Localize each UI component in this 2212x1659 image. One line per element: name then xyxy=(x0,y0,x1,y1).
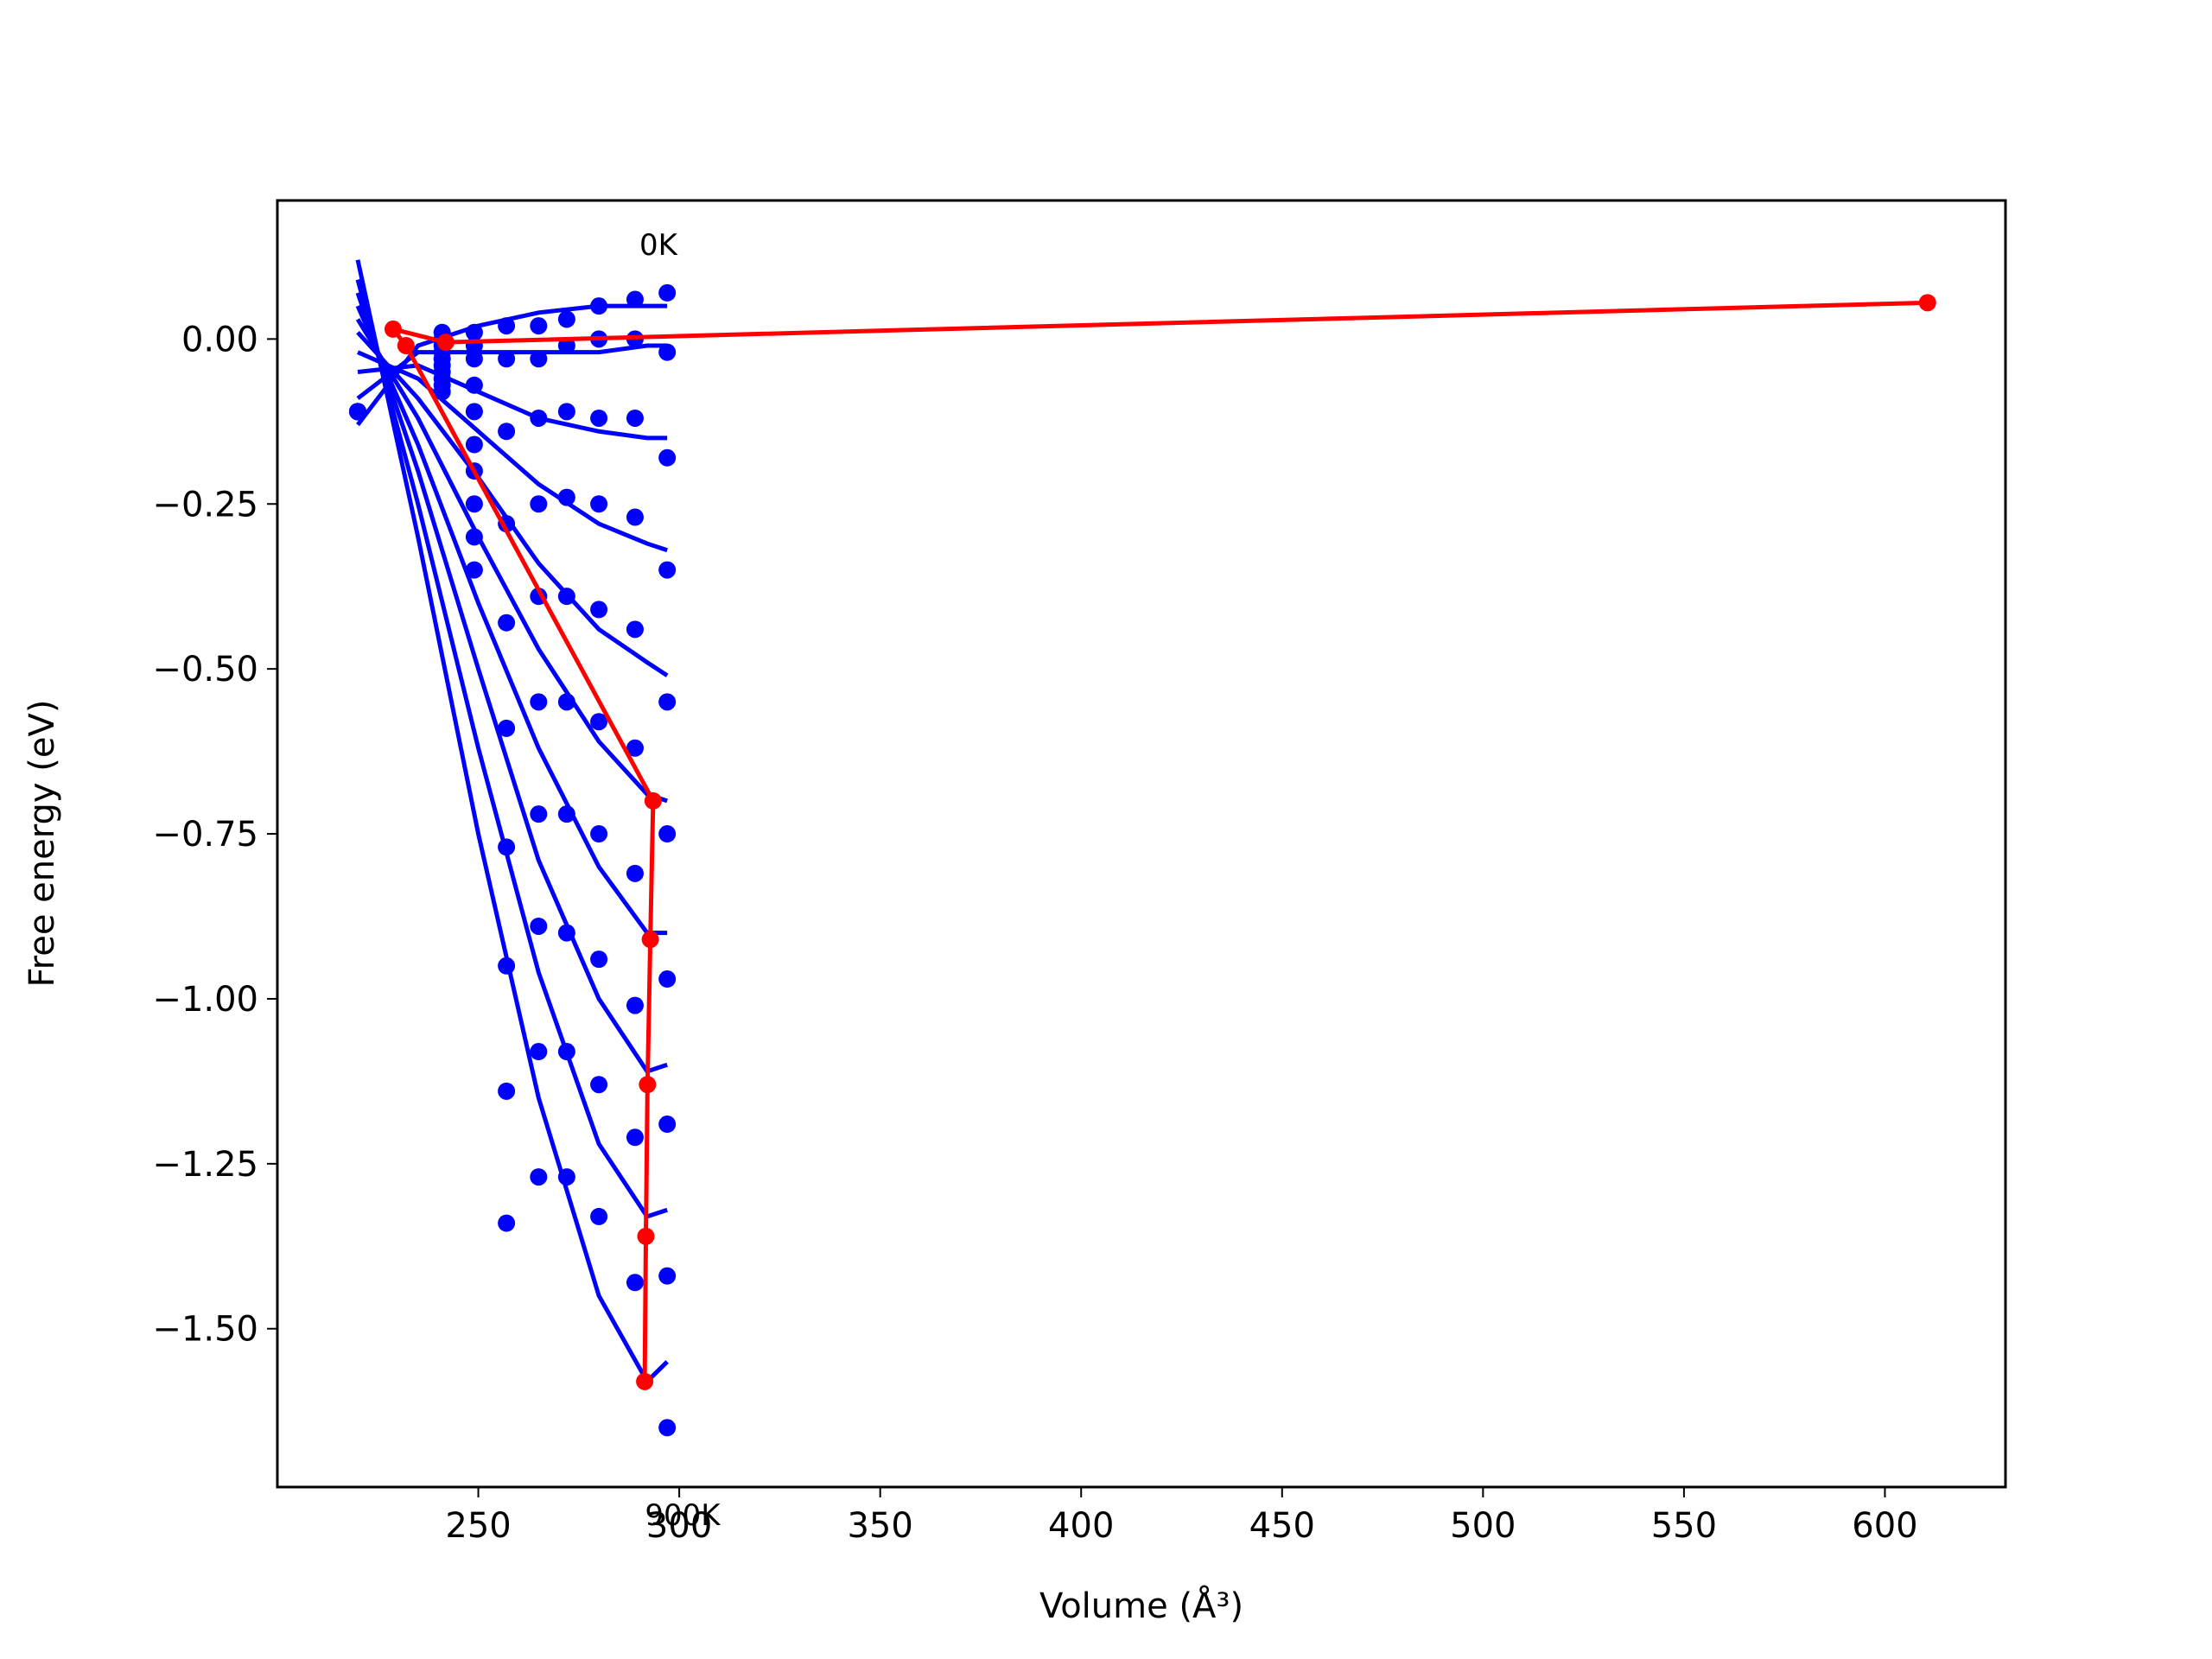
data-point xyxy=(658,693,677,711)
data-point xyxy=(530,1168,548,1186)
data-point xyxy=(658,825,677,843)
data-point xyxy=(590,950,608,969)
data-point xyxy=(658,561,677,579)
data-point xyxy=(498,957,516,975)
data-point xyxy=(498,1214,516,1232)
minimum-point xyxy=(636,1372,654,1390)
minimum-point xyxy=(1918,294,1936,312)
data-point xyxy=(530,693,548,711)
data-point xyxy=(530,350,548,368)
data-point xyxy=(465,561,483,579)
x-tick-label: 450 xyxy=(1249,1506,1315,1546)
x-tick-label: 250 xyxy=(445,1506,511,1546)
data-point xyxy=(590,825,608,843)
data-point xyxy=(557,588,575,606)
data-point xyxy=(626,739,644,757)
x-tick-label: 550 xyxy=(1651,1506,1717,1546)
data-point xyxy=(590,1076,608,1094)
data-point xyxy=(530,495,548,513)
x-tick-label: 300 xyxy=(646,1506,712,1546)
data-point xyxy=(465,403,483,421)
data-point xyxy=(465,495,483,513)
y-tick-label: −1.50 xyxy=(152,1310,258,1350)
x-tick-label: 400 xyxy=(1048,1506,1114,1546)
data-point xyxy=(498,423,516,441)
data-point xyxy=(626,1128,644,1147)
data-point xyxy=(498,1082,516,1100)
data-point xyxy=(557,1168,575,1186)
data-point xyxy=(590,495,608,513)
data-point xyxy=(465,323,483,341)
minimum-point xyxy=(397,336,415,354)
minimum-point xyxy=(637,1227,655,1245)
data-point xyxy=(590,297,608,315)
y-tick-label: 0.00 xyxy=(181,320,258,359)
x-axis-label: Volume (Å³) xyxy=(1039,1585,1243,1626)
x-tick-label: 600 xyxy=(1852,1506,1917,1546)
data-point xyxy=(465,435,483,454)
y-tick-label: −0.75 xyxy=(152,815,258,855)
fit-curve xyxy=(356,303,668,427)
data-point xyxy=(530,917,548,935)
data-point xyxy=(498,613,516,632)
minimum-point xyxy=(641,931,659,949)
data-point xyxy=(557,310,575,328)
annotation: 0K xyxy=(639,228,679,263)
data-point xyxy=(658,343,677,361)
data-point xyxy=(658,970,677,988)
data-point xyxy=(530,317,548,335)
data-point xyxy=(626,290,644,308)
data-point xyxy=(626,508,644,526)
y-tick-label: −0.50 xyxy=(152,650,258,690)
data-point xyxy=(557,488,575,506)
data-point xyxy=(433,383,451,401)
data-point xyxy=(626,1274,644,1292)
fit-curve xyxy=(356,331,669,677)
data-point xyxy=(465,376,483,394)
data-point xyxy=(530,805,548,823)
data-point xyxy=(557,805,575,823)
data-point xyxy=(590,1207,608,1225)
data-point xyxy=(658,1419,677,1437)
data-point xyxy=(626,409,644,427)
y-tick-label: −0.25 xyxy=(152,485,258,524)
data-point xyxy=(465,350,483,368)
data-point xyxy=(590,601,608,619)
data-point xyxy=(349,403,367,421)
data-point xyxy=(498,350,516,368)
minimum-point xyxy=(639,1076,657,1094)
data-point xyxy=(498,838,516,856)
minimum-point xyxy=(644,791,662,810)
fit-curve xyxy=(357,350,668,553)
data-point xyxy=(530,409,548,427)
y-axis-label: Free energy (eV) xyxy=(22,700,62,988)
y-tick-label: −1.00 xyxy=(152,980,258,1020)
data-point xyxy=(498,719,516,737)
data-point xyxy=(530,1043,548,1061)
data-point xyxy=(590,713,608,731)
data-point xyxy=(626,864,644,882)
data-point xyxy=(658,1267,677,1285)
data-point xyxy=(557,403,575,421)
x-tick-label: 500 xyxy=(1450,1506,1516,1546)
data-point xyxy=(498,317,516,335)
plot-frame xyxy=(276,199,2007,1489)
data-point xyxy=(626,620,644,639)
data-point xyxy=(557,924,575,942)
minimum-point xyxy=(436,334,454,352)
data-point xyxy=(658,448,677,467)
x-tick-label: 350 xyxy=(847,1506,912,1546)
data-point xyxy=(590,409,608,427)
data-point xyxy=(557,693,575,711)
data-point xyxy=(465,528,483,546)
data-point xyxy=(557,1043,575,1061)
annotation: 900K xyxy=(645,1498,721,1533)
data-point xyxy=(658,1116,677,1134)
minimum-point xyxy=(384,320,402,338)
data-point xyxy=(658,283,677,302)
y-tick-label: −1.25 xyxy=(152,1145,258,1185)
data-point xyxy=(626,996,644,1014)
